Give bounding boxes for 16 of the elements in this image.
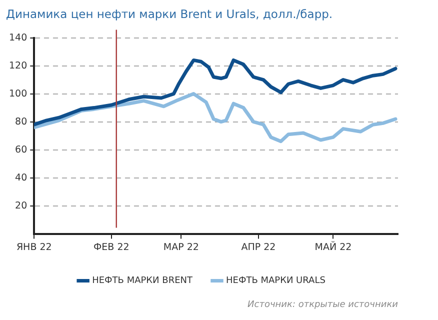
x-tick-label: ЯНВ 22 (16, 242, 52, 253)
x-tick-label: ФЕВ 22 (93, 242, 130, 253)
x-tick-label: МАР 22 (163, 242, 199, 253)
legend-label: НЕФТЬ МАРКИ URALS (226, 276, 326, 286)
y-tick-label: 80 (15, 116, 28, 128)
y-tick-label: 120 (8, 60, 28, 72)
y-tick-label: 140 (8, 32, 28, 44)
legend-label: НЕФТЬ МАРКИ BRENT (92, 276, 193, 286)
x-tick-label: МАЙ 22 (314, 240, 352, 253)
y-tick-label: 20 (15, 200, 28, 212)
text: Источник: открытые источники (248, 300, 398, 310)
y-tick-label: 40 (15, 172, 28, 184)
chart-title: Динамика цен нефти марки Brent и Urals, долл./барр. (6, 6, 333, 21)
x-tick-label: АПР 22 (241, 242, 276, 253)
y-tick-label: 100 (8, 88, 28, 100)
y-tick-label: 60 (15, 144, 28, 156)
